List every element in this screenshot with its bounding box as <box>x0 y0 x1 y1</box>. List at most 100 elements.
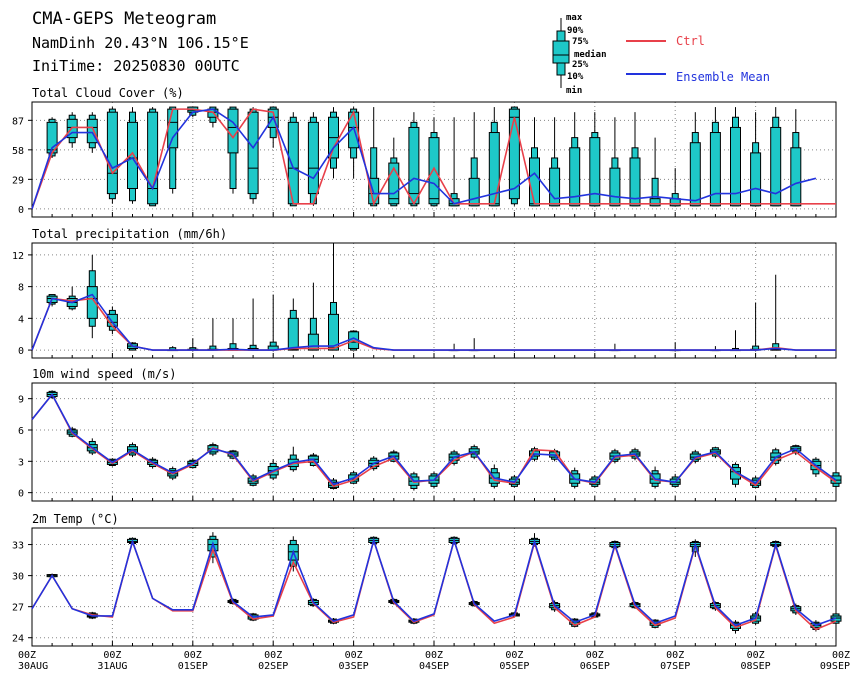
cloud-box-33 <box>689 112 701 207</box>
legend-ctrl-label: Ctrl <box>676 34 705 48</box>
x-tick-hour: 00Z <box>425 650 443 661</box>
cloud-inner-box <box>227 108 239 154</box>
cloud-inner-box <box>549 167 561 207</box>
cloud-box-28 <box>589 112 601 207</box>
cloud-ctrl-line <box>31 108 836 210</box>
cloud-inner-box <box>468 177 480 207</box>
legend-min-label: min <box>566 85 582 96</box>
cloud-box-25 <box>529 117 540 207</box>
precip-box-11 <box>247 298 259 351</box>
legend-p10-label: 10% <box>567 72 584 82</box>
cloud-box-29 <box>609 117 621 207</box>
cloud-inner-box <box>388 162 400 205</box>
precip-ytick-label: 8 <box>18 283 24 294</box>
cloud-box-30 <box>629 112 641 207</box>
cloud-box-22 <box>468 112 480 207</box>
cloud-inner-box <box>770 126 782 207</box>
cloud-inner-box <box>508 108 520 200</box>
x-tick-date: 04SEP <box>419 661 449 672</box>
precip-inner-box <box>287 317 299 351</box>
legend-median-label: median <box>574 49 607 60</box>
cloud-outer-box <box>370 147 378 207</box>
cloud-inner-box <box>307 121 319 195</box>
cloud-box-2 <box>66 112 78 148</box>
cloud-inner-box <box>529 157 540 207</box>
precip-ytick-label: 4 <box>18 314 24 325</box>
precip-box-4 <box>106 306 118 335</box>
wind-mean-line <box>31 393 837 486</box>
cloud-inner-box <box>589 137 601 207</box>
precip-ytick-label: 0 <box>18 346 24 357</box>
init-time-label: IniTime: 20250830 00UTC <box>32 57 240 75</box>
panel-cloud: 0 29 58 87 <box>12 101 837 218</box>
wind-ytick-label: 0 <box>18 489 24 500</box>
x-tick-date: 01SEP <box>178 661 208 672</box>
x-tick-hour: 00Z <box>586 650 604 661</box>
x-tick-date: 09SEP <box>820 661 850 672</box>
precip-box-37 <box>770 274 782 351</box>
legend-p90-label: 90% <box>567 26 584 36</box>
cloud-inner-box <box>609 167 621 207</box>
cloud-box-6 <box>147 107 159 207</box>
cloud-inner-box <box>709 132 721 207</box>
cloud-inner-box <box>488 132 500 207</box>
panel-wind: 0 3 6 9 <box>18 382 842 502</box>
panel-title-precip: Total precipitation (mm/6h) <box>32 227 227 241</box>
panel-title-wind: 10m wind speed (m/s) <box>32 367 177 381</box>
x-tick-hour: 00Z <box>747 650 765 661</box>
cloud-box-21 <box>448 117 460 207</box>
precip-box-15 <box>328 243 339 351</box>
precip-box-13 <box>287 298 299 351</box>
precip-ytick-label: 12 <box>12 251 24 262</box>
cloud-box-32 <box>669 168 681 207</box>
precip-inner-box <box>307 333 319 351</box>
cloud-box-11 <box>247 107 259 204</box>
cloud-inner-box <box>629 157 641 207</box>
cloud-ytick-label: 87 <box>12 116 24 127</box>
precip-box-14 <box>307 282 319 351</box>
cloud-inner-box <box>147 111 159 205</box>
x-tick-hour: 00Z <box>18 650 36 661</box>
x-tick-hour: 00Z <box>264 650 282 661</box>
cloud-box-35 <box>730 107 741 207</box>
panel-title-temp: 2m Temp (°C) <box>32 512 119 526</box>
precip-box-12 <box>267 294 279 351</box>
wind-box-13 <box>287 446 299 472</box>
wind-box-32 <box>669 473 681 488</box>
precip-box-8 <box>187 338 199 351</box>
line-legend: Ctrl Ensemble Mean <box>626 34 770 84</box>
x-tick-hour: 00Z <box>345 650 363 661</box>
precip-box-36 <box>750 302 762 351</box>
cloud-box-34 <box>709 107 721 207</box>
cloud-inner-box <box>408 126 420 205</box>
x-tick-date: 07SEP <box>660 661 690 672</box>
cloud-inner-box <box>750 152 762 207</box>
temp-ytick-label: 24 <box>12 634 24 645</box>
x-tick-date: 08SEP <box>741 661 771 672</box>
x-tick-hour: 00Z <box>666 650 684 661</box>
cloud-box-23 <box>488 107 500 207</box>
cloud-inner-box <box>247 111 259 195</box>
cloud-box-18 <box>388 137 400 207</box>
precip-ctrl-line <box>31 297 836 351</box>
cloud-ytick-label: 29 <box>12 175 24 186</box>
x-tick-date: 02SEP <box>258 661 288 672</box>
cloud-inner-box <box>790 147 802 207</box>
cloud-box-4 <box>106 107 118 204</box>
temp-ytick-label: 27 <box>12 603 24 614</box>
precip-box-2 <box>66 286 78 311</box>
panel-title-cloud: Total Cloud Cover (%) <box>32 86 184 100</box>
temp-ytick-label: 33 <box>12 541 24 552</box>
temp-mean-line <box>31 537 837 627</box>
cloud-inner-box <box>428 137 440 205</box>
wind-box-31 <box>649 466 661 489</box>
precip-frame <box>31 242 837 359</box>
cloud-inner-box <box>106 111 118 195</box>
x-tick-hour: 00Z <box>832 650 850 661</box>
legend-p25-label: 25% <box>572 60 589 70</box>
chart-title: CMA-GEPS Meteogram <box>32 9 216 29</box>
wind-ytick-label: 3 <box>18 457 24 468</box>
legend-mean-label: Ensemble Mean <box>676 70 770 84</box>
cloud-box-20 <box>428 117 440 207</box>
cloud-box-7 <box>167 106 179 194</box>
